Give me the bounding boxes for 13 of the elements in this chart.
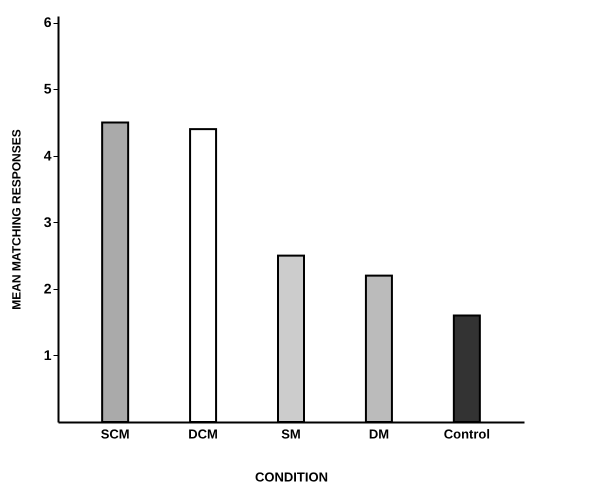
x-tick-label: SCM	[100, 426, 130, 442]
x-axis-title: CONDITION	[255, 470, 328, 484]
y-tick-label: 2	[44, 280, 52, 296]
x-tick-label: DM	[368, 426, 390, 442]
x-tick-label: Control	[444, 426, 490, 442]
x-tick-label: SM	[281, 426, 301, 442]
y-tick-label: 3	[44, 214, 52, 230]
y-tick-label: 1	[44, 346, 52, 363]
y-tick-label: 6	[44, 14, 52, 30]
y-axis-title: MEAN MATCHING RESPONSES	[10, 129, 24, 310]
x-tick-label: DCM	[188, 426, 218, 442]
y-tick-label: 4	[44, 147, 52, 164]
y-tick-label: 5	[44, 80, 52, 97]
